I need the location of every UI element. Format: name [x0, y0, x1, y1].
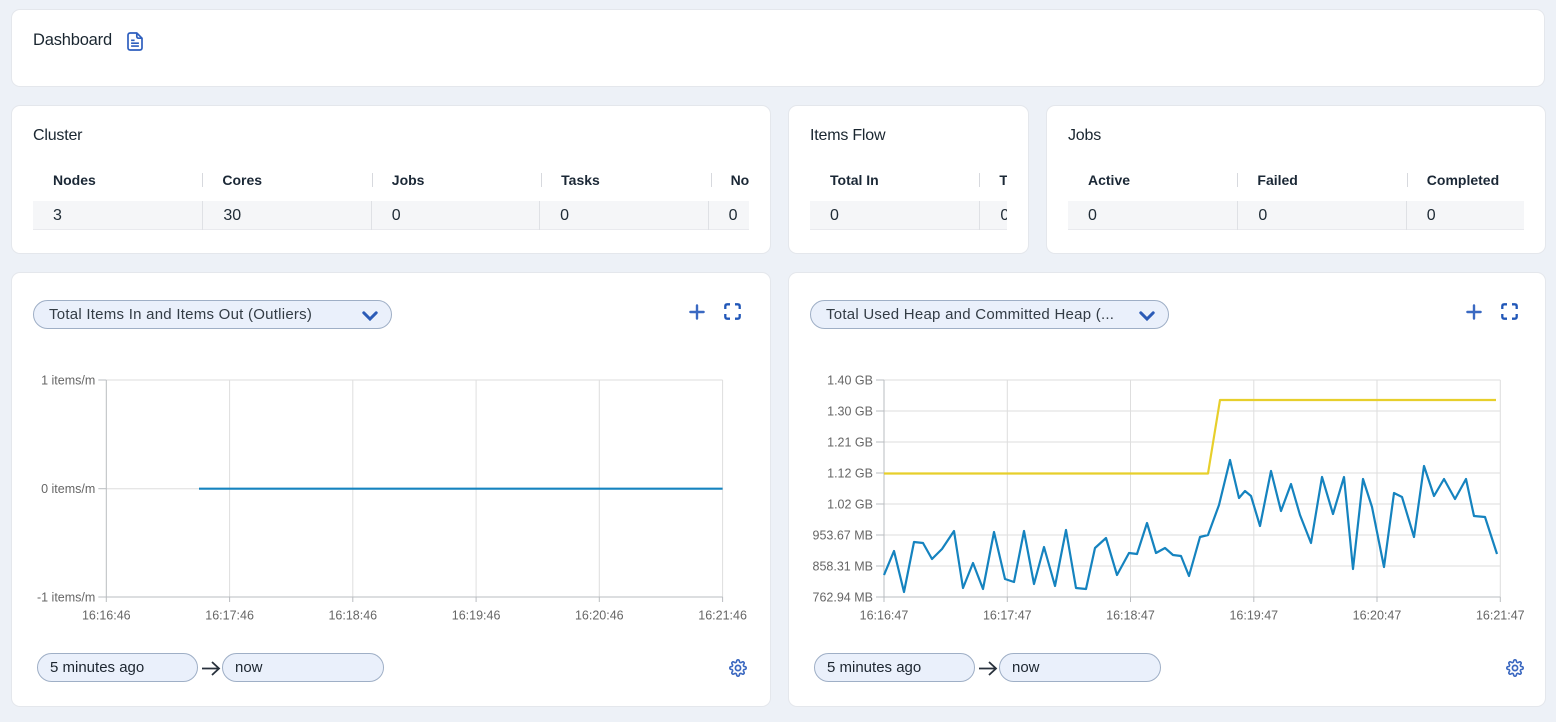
svg-text:1.21 GB: 1.21 GB [827, 435, 873, 449]
svg-text:16:19:46: 16:19:46 [452, 609, 501, 623]
svg-text:1 items/m: 1 items/m [41, 373, 95, 387]
svg-text:1.12 GB: 1.12 GB [827, 466, 873, 480]
svg-text:858.31 MB: 858.31 MB [813, 559, 873, 573]
svg-text:762.94 MB: 762.94 MB [813, 590, 873, 604]
svg-text:953.67 MB: 953.67 MB [813, 528, 873, 542]
svg-text:16:18:46: 16:18:46 [328, 609, 377, 623]
svg-text:-1 items/m: -1 items/m [37, 590, 95, 604]
svg-text:16:20:46: 16:20:46 [575, 609, 624, 623]
svg-text:16:17:47: 16:17:47 [983, 609, 1032, 623]
svg-text:16:18:47: 16:18:47 [1106, 609, 1155, 623]
svg-text:1.02 GB: 1.02 GB [827, 497, 873, 511]
svg-text:1.40 GB: 1.40 GB [827, 373, 873, 387]
svg-text:16:21:46: 16:21:46 [698, 609, 747, 623]
svg-text:16:20:47: 16:20:47 [1353, 609, 1402, 623]
svg-text:16:19:47: 16:19:47 [1229, 609, 1278, 623]
svg-text:16:16:46: 16:16:46 [82, 609, 131, 623]
svg-text:16:17:46: 16:17:46 [205, 609, 254, 623]
svg-text:1.30 GB: 1.30 GB [827, 404, 873, 418]
svg-text:16:21:47: 16:21:47 [1476, 609, 1525, 623]
svg-text:0 items/m: 0 items/m [41, 482, 95, 496]
svg-text:16:16:47: 16:16:47 [860, 609, 909, 623]
